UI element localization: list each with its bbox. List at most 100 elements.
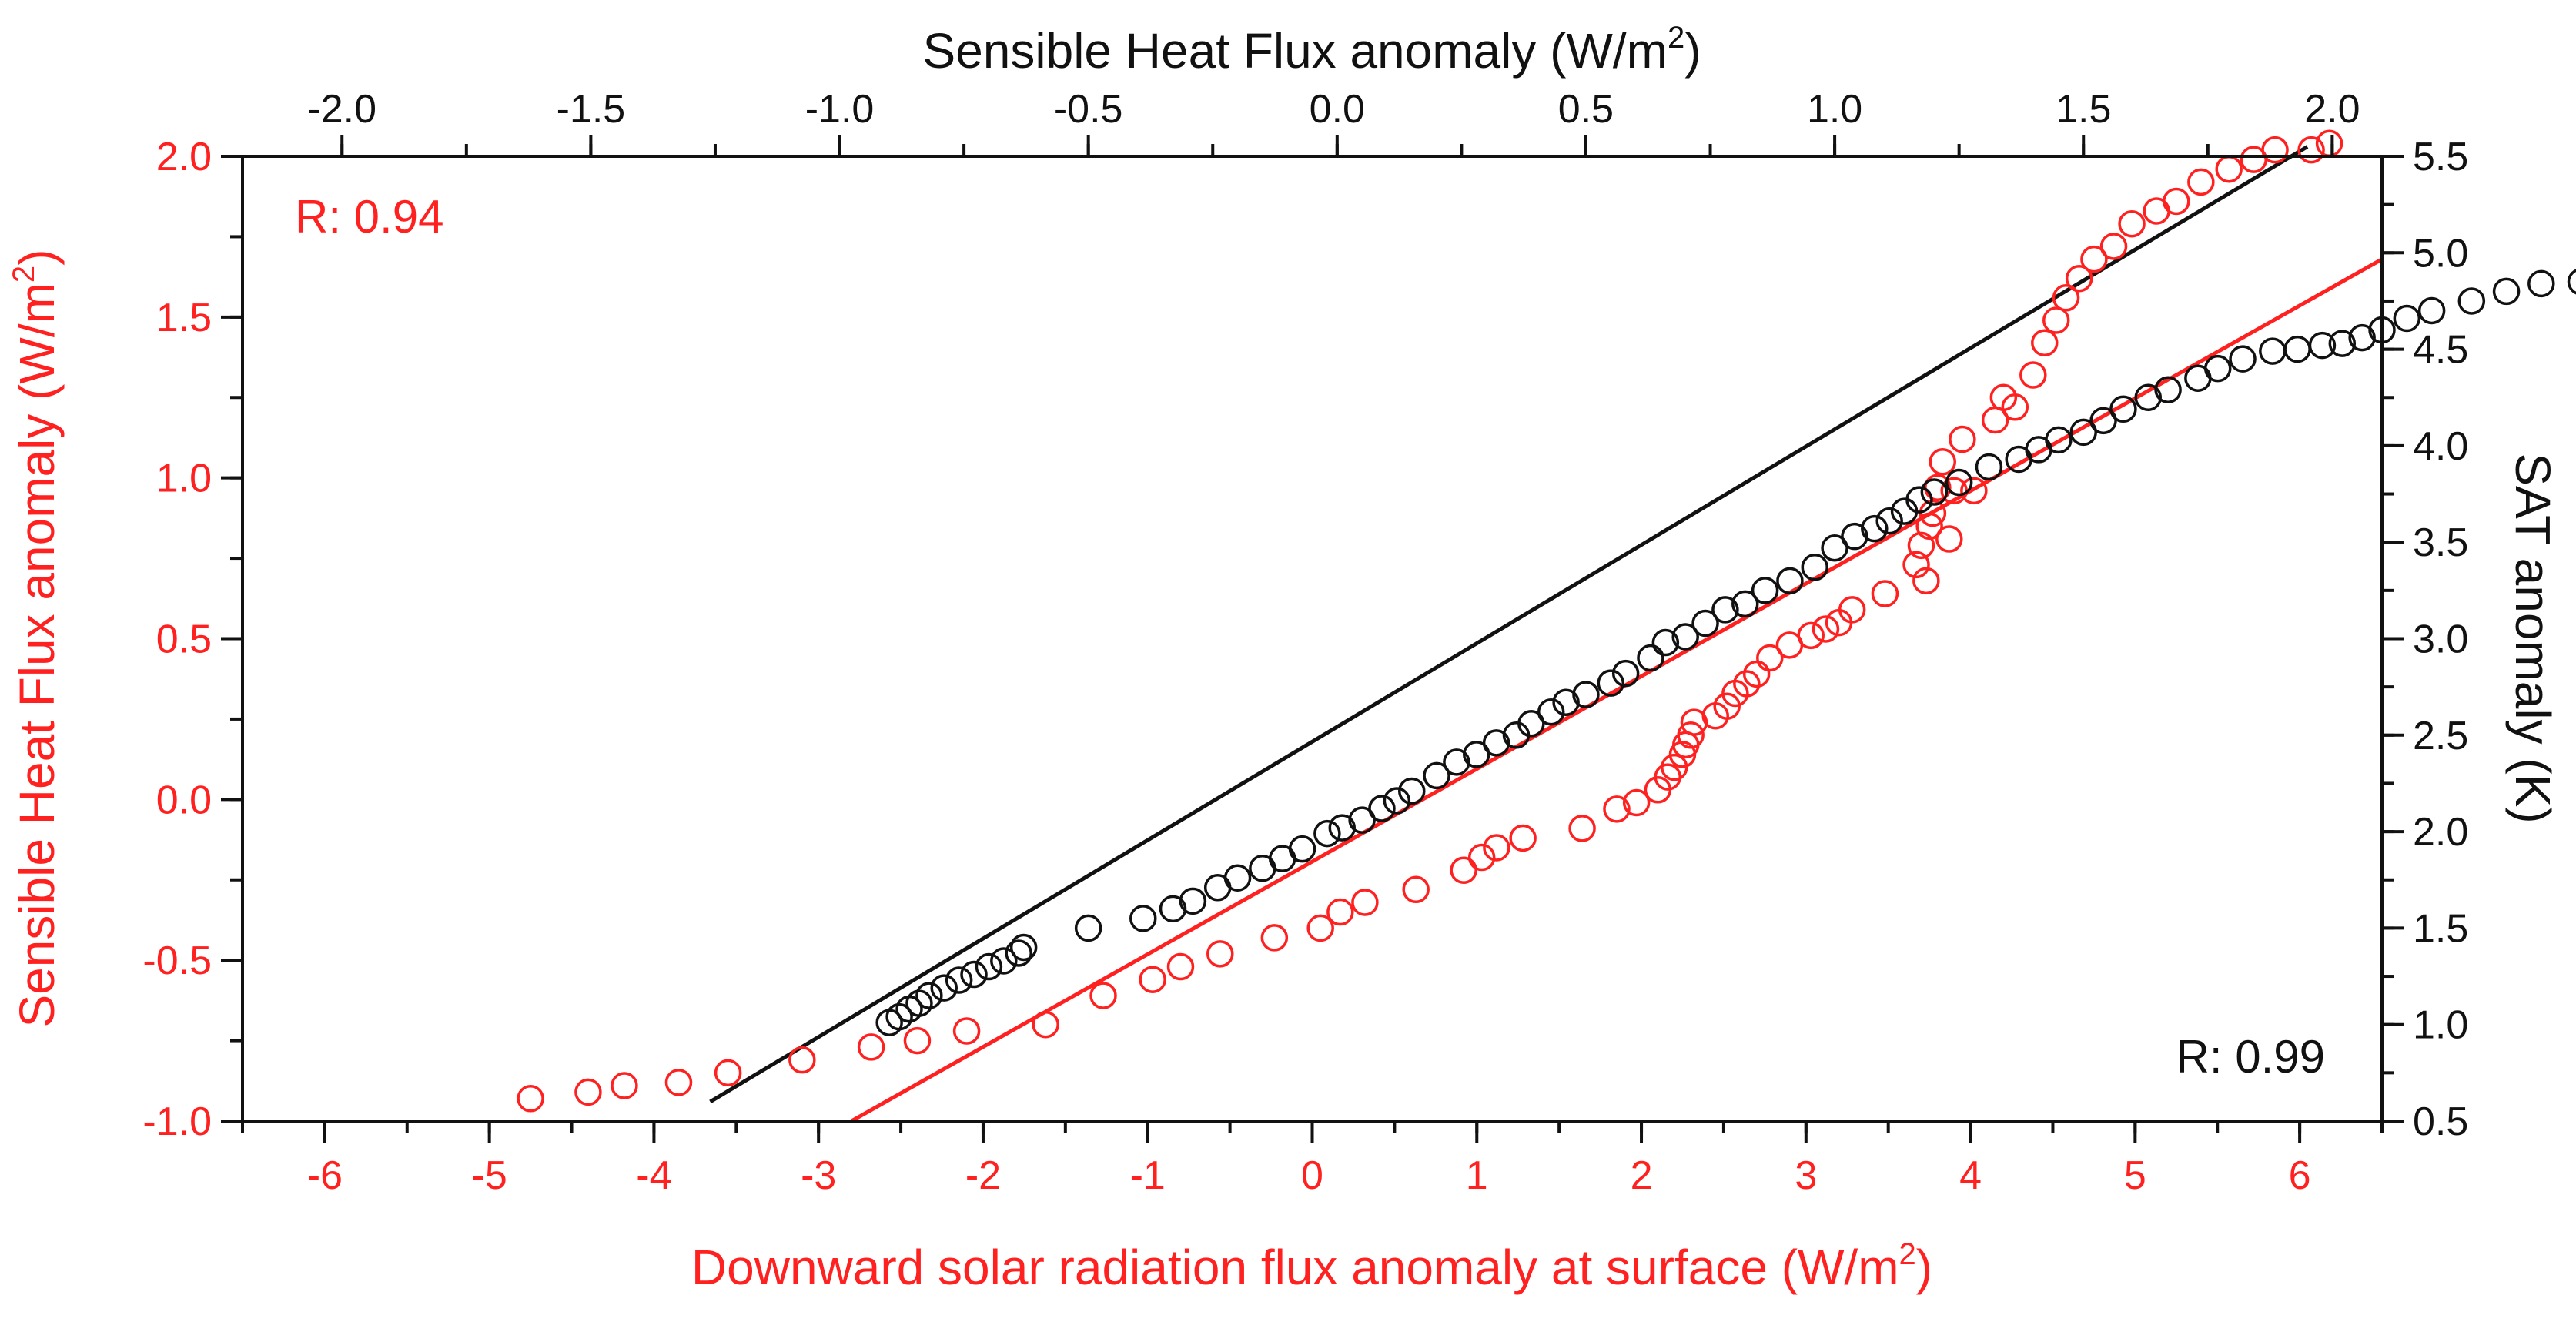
bottom-tick-label: 6 [2289,1153,2311,1198]
data-point [1005,939,1032,967]
data-point [1483,834,1510,862]
data-point [1139,966,1166,993]
data-point [1313,819,1341,848]
data-point [915,982,943,1009]
data-point [1450,856,1477,884]
bottom-tick-label: 5 [2124,1153,2146,1198]
top-tick-label: 2.0 [2304,87,2360,132]
data-point [1402,875,1430,904]
data-point [1463,741,1490,768]
data-point [1912,567,1940,595]
top-tick-label: 0.5 [1558,87,1614,132]
data-point [1751,577,1779,604]
data-point [611,1072,638,1099]
data-point [1611,659,1640,688]
data-point [1902,551,1930,579]
data-point [2031,329,2059,356]
data-point [1443,748,1470,776]
data-point [1637,644,1664,672]
data-point [2203,354,2232,383]
bottom-tick-label: -1 [1130,1153,1166,1198]
bottom-tick-label: 2 [1631,1153,1653,1198]
left-tick-label: 0.5 [156,617,212,662]
top-axis-title-suffix: ) [1684,23,1701,79]
data-point [1949,425,1976,453]
data-point [1089,982,1117,1009]
bottom-tick-label: -5 [472,1153,507,1198]
data-point [1467,843,1496,872]
data-point [1776,567,1804,595]
data-point [2052,284,2080,312]
bottom-axis-ticks: -6 -5 -4 -3 -2 -1 0 1 2 3 4 5 6 [241,1121,2384,1198]
data-point [1159,895,1187,923]
data-point [1179,887,1207,915]
data-point [1742,660,1771,688]
right-tick-label: 2.0 [2413,810,2468,855]
data-point [1129,905,1157,932]
data-point [2109,395,2137,423]
data-point [1288,835,1316,863]
left-tick-label: 2.0 [156,135,212,179]
right-tick-label: 4.5 [2413,328,2468,373]
data-point [1838,596,1866,624]
bottom-axis-title-sup: 2 [1899,1237,1916,1271]
data-point [2393,304,2421,333]
left-tick-label: 0.0 [156,778,212,822]
bottom-axis-title: Downward solar radiation flux anomaly at… [691,1237,1932,1295]
fit-lines [709,145,2384,1123]
left-tick-label: 1.0 [156,457,212,501]
left-axis-ticks: -1.0 -0.5 0.0 0.5 1.0 1.5 2.0 [142,135,243,1144]
bottom-tick-label: 1 [1466,1153,1488,1198]
data-point [1841,522,1868,551]
top-axis-title: Sensible Heat Flux anomaly (W/m2) [923,21,1701,79]
data-point [1671,623,1699,651]
data-point [1032,1010,1059,1039]
right-tick-label: 4.0 [2413,424,2468,469]
bottom-tick-label: 3 [1795,1153,1817,1198]
data-point [1935,525,1963,553]
bottom-tick-label: -3 [801,1153,836,1198]
data-point [1260,924,1289,952]
top-axis-title-sup: 2 [1668,21,1684,55]
data-point [1166,952,1195,981]
data-point [2069,418,2097,447]
data-point [2348,323,2376,352]
data-point [1206,940,1234,968]
data-point [517,1085,544,1113]
left-axis-title-text: Sensible Heat Flux anomaly (W/m [9,283,65,1027]
top-tick-label: -1.0 [805,87,875,132]
data-point [1423,761,1450,790]
right-tick-label: 3.5 [2413,520,2468,565]
top-tick-label: 1.0 [1807,87,1862,132]
data-point [2154,376,2182,403]
data-point [2567,269,2576,295]
data-point [1920,478,1949,506]
data-point [1731,590,1759,618]
series-black-markers [875,269,2576,1036]
data-point [1568,815,1596,842]
data-point [1797,621,1825,650]
data-point [1691,609,1719,638]
data-point [2261,136,2289,164]
series-red-markers [517,129,2343,1113]
data-point [1905,486,1933,514]
right-tick-label: 3.0 [2413,617,2468,662]
data-point [2099,233,2128,260]
data-point [1368,795,1396,822]
data-point [905,989,933,1017]
r-value-red-label: R: 0.94 [295,191,443,243]
bottom-tick-label: -2 [965,1153,1001,1198]
data-point [2229,345,2257,373]
data-point [2019,361,2047,389]
data-point [2308,331,2337,360]
data-point [1009,933,1038,962]
data-point [945,966,973,994]
data-point [1348,806,1376,834]
top-tick-label: 0.0 [1310,87,1365,132]
data-point [885,1002,913,1031]
data-point [1651,628,1680,657]
data-point [1517,710,1545,738]
right-tick-label: 5.5 [2413,135,2468,179]
data-point [1223,864,1252,892]
top-tick-label: -0.5 [1054,87,1123,132]
